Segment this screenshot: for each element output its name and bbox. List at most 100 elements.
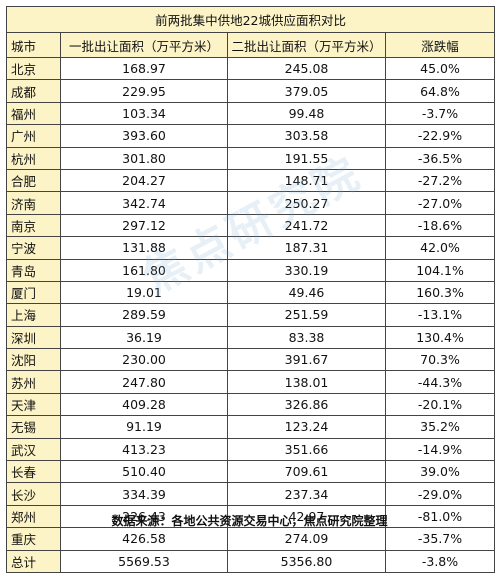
change-cell: 130.4% (384, 325, 496, 350)
batch2-area-cell: 5356.80 (227, 549, 386, 573)
city-cell: 总计 (6, 549, 61, 573)
batch2-area-cell: 187.31 (227, 236, 386, 260)
batch2-area-cell: 83.38 (227, 325, 386, 350)
change-cell: 64.8% (384, 79, 496, 103)
batch2-area-cell: 303.58 (227, 124, 386, 148)
change-cell: 39.0% (384, 460, 496, 484)
table-row: 天津 409.28 326.86 -20.1% (6, 392, 496, 417)
batch1-area-cell: 91.19 (60, 415, 228, 439)
batch2-area-cell: 191.55 (227, 146, 386, 170)
change-cell: -22.9% (384, 124, 496, 148)
batch1-area-cell: 204.27 (60, 168, 228, 193)
batch1-area-cell: 247.80 (60, 370, 228, 394)
change-cell: -44.3% (384, 370, 496, 394)
city-cell: 无锡 (6, 415, 61, 439)
header-row: 城市 一批出让面积（万平方米） 二批出让面积（万平方米） 涨跌幅 (6, 32, 496, 58)
batch1-area-cell: 5569.53 (60, 549, 228, 573)
batch1-area-cell: 36.19 (60, 325, 228, 350)
table-row: 上海 289.59 251.59 -13.1% (6, 303, 496, 327)
city-cell: 福州 (6, 101, 61, 126)
batch1-area-cell: 289.59 (60, 303, 228, 327)
table-row: 广州 393.60 303.58 -22.9% (6, 124, 496, 148)
table-row: 武汉 413.23 351.66 -14.9% (6, 437, 496, 462)
land-supply-table-container: 前两批集中供地22城供应面积对比 城市 一批出让面积（万平方米） 二批出让面积（… (5, 6, 496, 573)
table-row: 长春 510.40 709.61 39.0% (6, 460, 496, 484)
change-cell: 42.0% (384, 236, 496, 260)
change-cell: -36.5% (384, 146, 496, 170)
batch1-area-cell: 19.01 (60, 280, 228, 305)
batch2-area-cell: 351.66 (227, 437, 386, 462)
batch1-area-cell: 131.88 (60, 236, 228, 260)
city-cell: 杭州 (6, 146, 61, 170)
batch2-area-cell: 330.19 (227, 258, 386, 282)
change-cell: 70.3% (384, 348, 496, 372)
change-cell: -27.2% (384, 168, 496, 193)
city-cell: 宁波 (6, 236, 61, 260)
batch1-area-cell: 230.00 (60, 348, 228, 372)
batch2-area-cell: 138.01 (227, 370, 386, 394)
table-row: 青岛 161.80 330.19 104.1% (6, 258, 496, 282)
city-cell: 上海 (6, 303, 61, 327)
table-row: 成都 229.95 379.05 64.8% (6, 79, 496, 103)
table-row: 合肥 204.27 148.71 -27.2% (6, 168, 496, 193)
change-cell: -27.0% (384, 191, 496, 215)
table-row: 沈阳 230.00 391.67 70.3% (6, 348, 496, 372)
city-cell: 天津 (6, 392, 61, 417)
table-row: 福州 103.34 99.48 -3.7% (6, 101, 496, 126)
city-cell: 苏州 (6, 370, 61, 394)
table-row: 北京 168.97 245.08 45.0% (6, 56, 496, 81)
batch1-area-cell: 103.34 (60, 101, 228, 126)
batch2-area-cell: 250.27 (227, 191, 386, 215)
city-cell: 长沙 (6, 482, 61, 506)
change-cell: -13.1% (384, 303, 496, 327)
batch2-area-cell: 237.34 (227, 482, 386, 506)
table-row: 无锡 91.19 123.24 35.2% (6, 415, 496, 439)
city-cell: 北京 (6, 56, 61, 81)
change-cell: 104.1% (384, 258, 496, 282)
table-row: 杭州 301.80 191.55 -36.5% (6, 146, 496, 170)
table-row: 深圳 36.19 83.38 130.4% (6, 325, 496, 350)
batch2-area-cell: 123.24 (227, 415, 386, 439)
header-change: 涨跌幅 (384, 32, 496, 58)
city-cell: 沈阳 (6, 348, 61, 372)
city-cell: 厦门 (6, 280, 61, 305)
table-row: 厦门 19.01 49.46 160.3% (6, 280, 496, 305)
batch2-area-cell: 274.09 (227, 527, 386, 551)
table-row: 长沙 334.39 237.34 -29.0% (6, 482, 496, 506)
city-cell: 青岛 (6, 258, 61, 282)
change-cell: 160.3% (384, 280, 496, 305)
batch2-area-cell: 391.67 (227, 348, 386, 372)
table-title: 前两批集中供地22城供应面积对比 (5, 6, 496, 33)
change-cell: 45.0% (384, 56, 496, 81)
batch1-area-cell: 334.39 (60, 482, 228, 506)
change-cell: -35.7% (384, 527, 496, 551)
table-row: 苏州 247.80 138.01 -44.3% (6, 370, 496, 394)
batch2-area-cell: 99.48 (227, 101, 386, 126)
batch2-area-cell: 148.71 (227, 168, 386, 193)
table-row: 郑州 226.43 42.97 -81.0% (6, 504, 496, 529)
city-cell: 成都 (6, 79, 61, 103)
table-row: 重庆 426.58 274.09 -35.7% (6, 527, 496, 551)
change-cell: -20.1% (384, 392, 496, 417)
header-batch2-area: 二批出让面积（万平方米） (227, 32, 386, 58)
batch1-area-cell: 342.74 (60, 191, 228, 215)
batch1-area-cell: 168.97 (60, 56, 228, 81)
table-row: 宁波 131.88 187.31 42.0% (6, 236, 496, 260)
change-cell: -18.6% (384, 213, 496, 238)
city-cell: 济南 (6, 191, 61, 215)
table-row: 济南 342.74 250.27 -27.0% (6, 191, 496, 215)
city-cell: 南京 (6, 213, 61, 238)
city-cell: 合肥 (6, 168, 61, 193)
change-cell: 35.2% (384, 415, 496, 439)
batch2-area-cell: 241.72 (227, 213, 386, 238)
batch2-area-cell: 379.05 (227, 79, 386, 103)
table-body: 前两批集中供地22城供应面积对比 城市 一批出让面积（万平方米） 二批出让面积（… (5, 6, 496, 573)
batch2-area-cell: 245.08 (227, 56, 386, 81)
title-row: 前两批集中供地22城供应面积对比 (5, 6, 496, 33)
header-city: 城市 (6, 32, 61, 58)
batch1-area-cell: 413.23 (60, 437, 228, 462)
header-batch1-area: 一批出让面积（万平方米） (60, 32, 228, 58)
land-supply-table: 前两批集中供地22城供应面积对比 城市 一批出让面积（万平方米） 二批出让面积（… (5, 6, 496, 573)
city-cell: 郑州 (6, 504, 61, 529)
change-cell: -3.8% (384, 549, 496, 573)
